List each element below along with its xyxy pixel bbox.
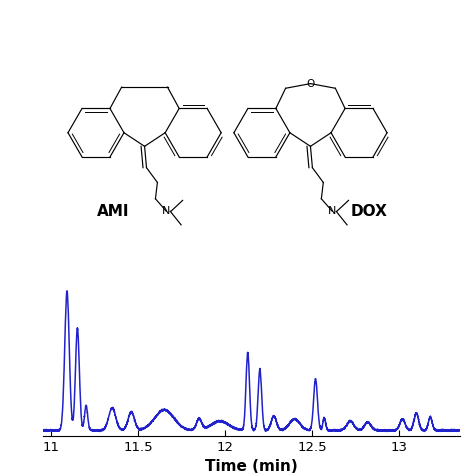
Text: N: N: [162, 206, 171, 216]
Text: N: N: [328, 206, 337, 216]
X-axis label: Time (min): Time (min): [205, 459, 298, 474]
Text: AMI: AMI: [97, 204, 130, 219]
Text: DOX: DOX: [350, 204, 387, 219]
Text: O: O: [306, 79, 315, 89]
